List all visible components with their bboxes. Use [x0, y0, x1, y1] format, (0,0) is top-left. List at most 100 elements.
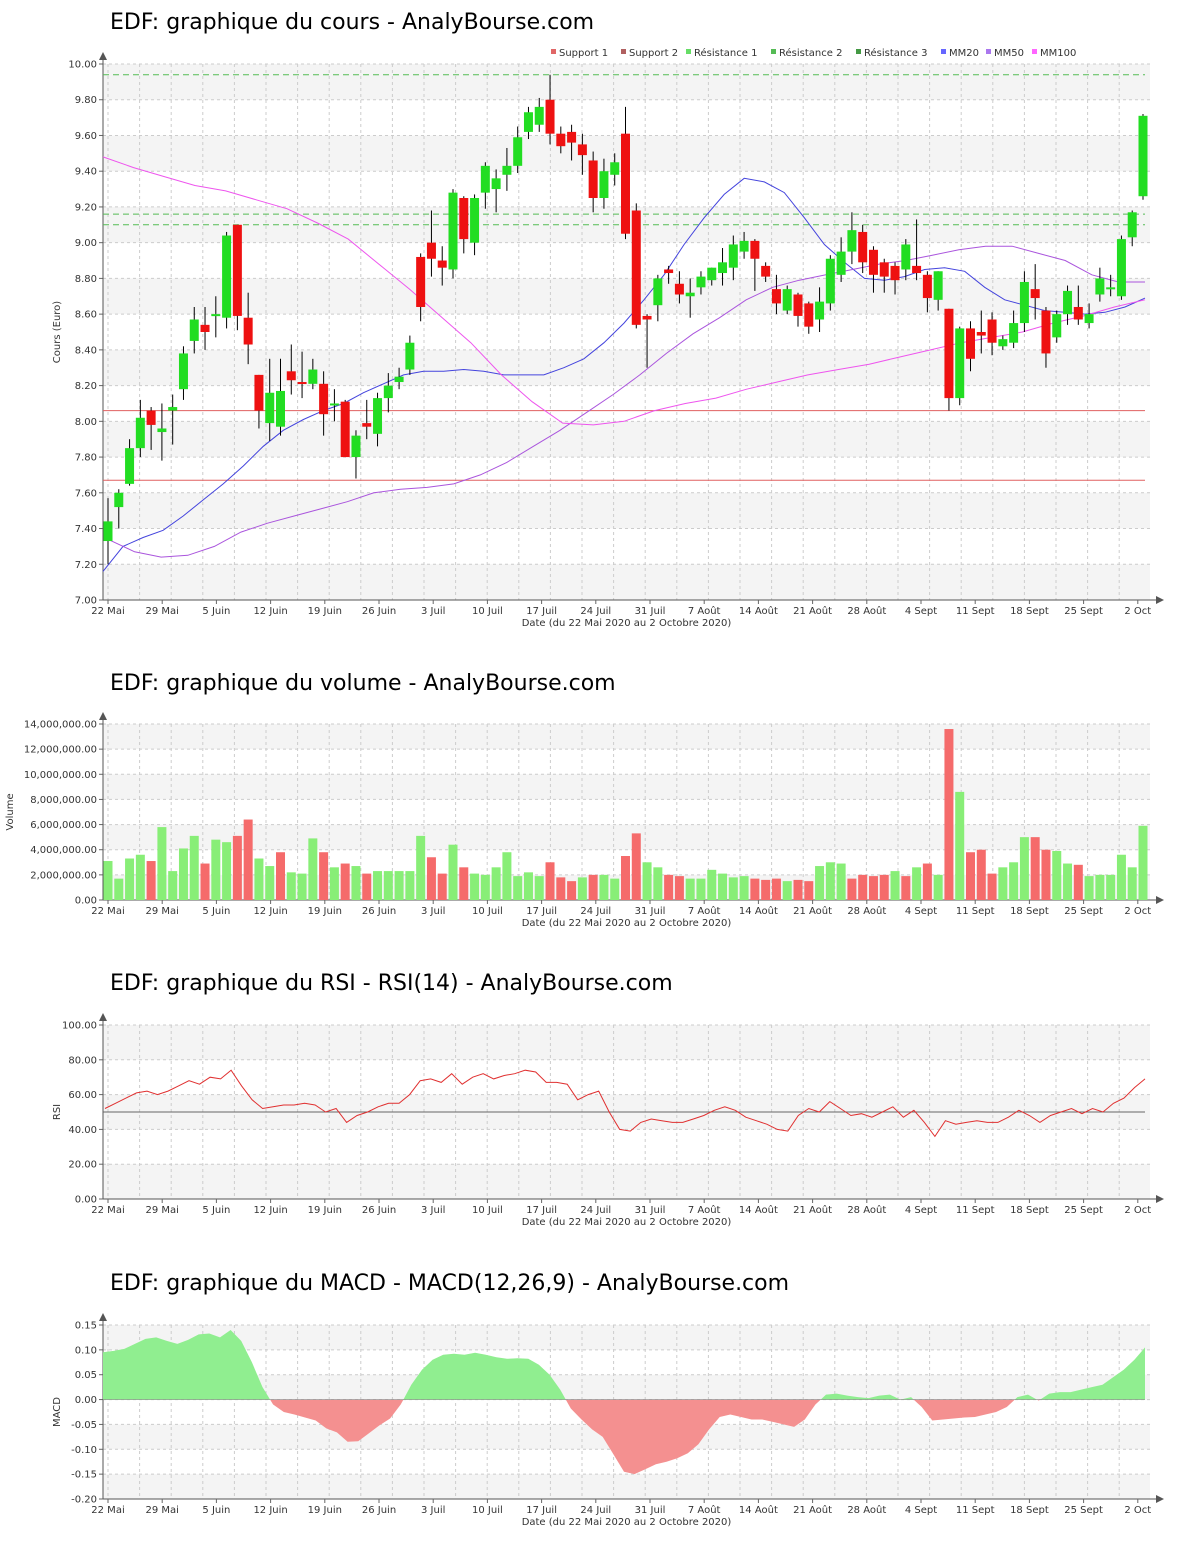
- volume-bar: [448, 844, 458, 900]
- macd-xtick-label: 17 Juil: [526, 1505, 557, 1516]
- candle-body: [1019, 281, 1029, 324]
- macd-xtick-label: 24 Juil: [580, 1505, 611, 1516]
- candle-body: [1052, 314, 1062, 338]
- volume-bar: [750, 878, 760, 900]
- macd-positive-area: [403, 1352, 566, 1400]
- macd-chart: -0.20 -0.15 -0.10 -0.05 0.00 0.05 0.10 0.15 22 M…: [52, 1313, 1164, 1528]
- volume-ytick-label: 6,000,000.00: [30, 820, 97, 831]
- price-xtick-label: 11 Sept: [956, 606, 995, 617]
- candle-body: [879, 262, 889, 277]
- price-ytick-label: 7.00: [75, 596, 97, 607]
- rsi-ytick-label: 60.00: [68, 1090, 97, 1101]
- candle-body: [577, 144, 587, 156]
- volume-bar: [1073, 864, 1083, 900]
- macd-xtick-label: 29 Mai: [145, 1505, 178, 1516]
- volume-bar: [222, 842, 232, 900]
- rsi-xtick-label: 14 Août: [739, 1204, 778, 1216]
- candle-body: [815, 301, 825, 320]
- price-xtick-label: 18 Sept: [1010, 606, 1049, 617]
- candle-body: [556, 133, 566, 147]
- volume-bar: [868, 876, 878, 900]
- macd-ytick-label: -0.05: [71, 1420, 97, 1431]
- candle-body: [178, 353, 188, 390]
- price-xtick-label: 4 Sept: [905, 606, 937, 617]
- price-xtick-label: 12 Juin: [253, 606, 287, 617]
- macd-xtick-label: 5 Juin: [202, 1505, 230, 1516]
- volume-bar: [319, 852, 329, 900]
- rsi-ytick-label: 80.00: [68, 1055, 97, 1066]
- price-ytick-label: 9.60: [75, 131, 97, 142]
- price-legend-label: MM100: [1040, 48, 1076, 59]
- volume-bar: [707, 869, 717, 900]
- candle-body: [782, 289, 792, 311]
- volume-bar: [189, 835, 199, 900]
- rsi-xtick-label: 31 Juil: [635, 1205, 666, 1216]
- macd-ytick-label: -0.15: [71, 1470, 97, 1481]
- candle-body: [459, 198, 469, 240]
- macd-x-axis-label: Date (du 22 Mai 2020 au 2 Octobre 2020): [522, 1517, 732, 1528]
- rsi-xtick-label: 12 Juin: [253, 1205, 287, 1216]
- rsi-y-axis-arrow: [99, 1013, 107, 1021]
- volume-bar: [815, 866, 825, 900]
- volume-bar: [168, 871, 178, 900]
- volume-xtick-label: 28 Août: [847, 905, 886, 917]
- price-legend-swatch: [941, 49, 946, 54]
- price-y-axis-label: Cours (Euro): [52, 301, 63, 364]
- price-xtick-label: 24 Juil: [580, 606, 611, 617]
- volume-xtick-label: 17 Juil: [526, 906, 557, 917]
- macd-xtick-label: 19 Juin: [308, 1505, 342, 1516]
- price-chart-panel: EDF: graphique du cours - AnalyBourse.co…: [0, 0, 1200, 640]
- macd-xtick-label: 4 Sept: [905, 1505, 937, 1516]
- volume-bar: [297, 873, 307, 900]
- price-xtick-label: 31 Juil: [635, 606, 666, 617]
- candle-body: [987, 319, 997, 343]
- volume-bar: [125, 858, 135, 900]
- volume-bar: [987, 873, 997, 900]
- candle-body: [912, 265, 922, 274]
- price-xtick-label: 29 Mai: [145, 606, 178, 617]
- candle-body: [448, 192, 458, 270]
- candle-body: [858, 231, 868, 263]
- price-xtick-label: 22 Mai: [91, 606, 124, 617]
- candle-body: [362, 423, 372, 427]
- price-ytick-label: 8.40: [75, 345, 97, 356]
- macd-grid-band: [103, 1325, 1150, 1350]
- price-legend-swatch: [551, 49, 556, 54]
- volume-xtick-label: 10 Juil: [472, 906, 503, 917]
- candle-body: [707, 267, 717, 281]
- price-grid-band: [103, 278, 1150, 315]
- macd-negative-area: [270, 1399, 404, 1442]
- volume-bar: [103, 861, 113, 900]
- rsi-xtick-label: 5 Juin: [202, 1205, 230, 1216]
- volume-bar: [976, 849, 986, 900]
- volume-bar: [114, 878, 124, 900]
- rsi-xtick-label: 7 Août: [688, 1204, 721, 1216]
- volume-bar: [416, 835, 426, 900]
- volume-bar: [394, 871, 404, 900]
- volume-bar: [879, 874, 889, 900]
- price-xtick-label: 26 Juin: [362, 606, 396, 617]
- candle-body: [696, 276, 706, 288]
- volume-xtick-label: 21 Août: [793, 905, 832, 917]
- candle-body: [728, 244, 738, 268]
- candle-body: [955, 328, 965, 399]
- volume-bar: [825, 862, 835, 900]
- candle-body: [976, 332, 986, 336]
- macd-positive-area: [103, 1330, 271, 1400]
- candle-body: [621, 133, 630, 234]
- volume-bar: [567, 881, 577, 900]
- volume-bar: [922, 863, 932, 900]
- candle-body: [276, 390, 285, 427]
- macd-negative-area: [565, 1399, 821, 1475]
- macd-ytick-label: 0.15: [75, 1321, 97, 1332]
- macd-x-axis-arrow: [1156, 1495, 1164, 1503]
- candle-body: [373, 398, 383, 434]
- price-ytick-label: 9.20: [75, 202, 97, 213]
- candle-body: [200, 324, 210, 332]
- candle-body: [664, 269, 674, 274]
- volume-bar: [631, 833, 641, 900]
- candle-body: [523, 112, 533, 132]
- volume-bar: [534, 876, 544, 900]
- volume-bar: [1030, 837, 1040, 900]
- price-grid-band: [103, 492, 1150, 529]
